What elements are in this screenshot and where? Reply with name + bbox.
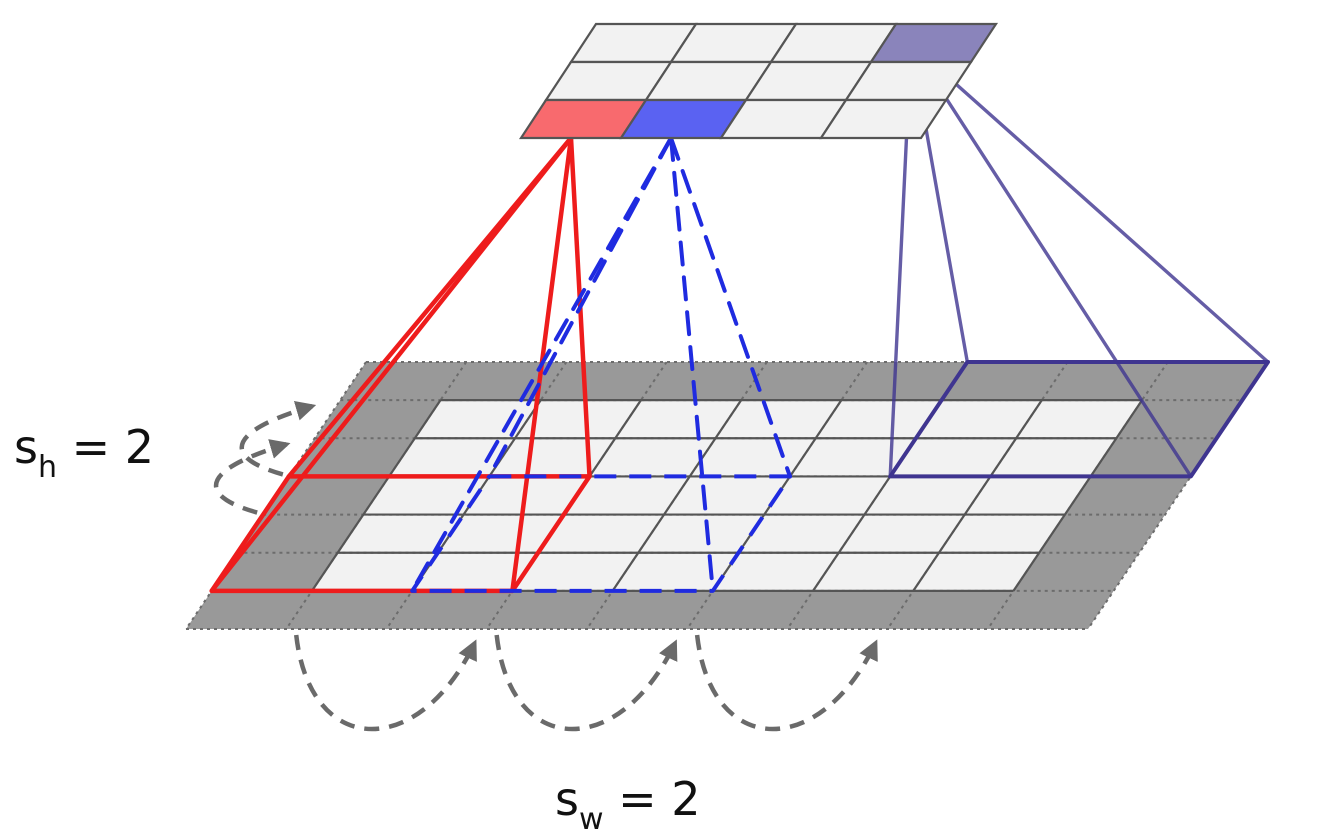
stride-height-arrow (213, 439, 291, 515)
padding-grid-line (1087, 361, 1269, 630)
stride-width-arrow (293, 634, 477, 732)
purple-receptive-field-edge (909, 42, 1270, 364)
red-receptive-field-edge (209, 135, 574, 594)
stride-height-label: sh = 2 (14, 424, 154, 483)
input-grid-line (1012, 399, 1143, 592)
stride-height-subscript: h (37, 450, 57, 485)
input-grid-line (611, 399, 743, 592)
blue-receptive-field-base (410, 474, 792, 593)
blue-receptive-field-edge (410, 136, 673, 593)
input-layer (185, 361, 1269, 630)
blue-receptive-field-edge (487, 136, 673, 479)
purple-receptive-field-edge (909, 42, 1193, 479)
stride-arrows (213, 400, 878, 732)
stride-height-arrow (239, 400, 317, 477)
stride-height-symbol: s (14, 420, 38, 474)
output-cell (818, 98, 949, 140)
output-layer (518, 22, 999, 140)
stride-width-label: sw = 2 (555, 776, 701, 835)
stride-width-subscript: w (578, 802, 604, 837)
stride-height-value: = 2 (71, 420, 155, 474)
stride-width-symbol: s (555, 772, 579, 826)
stride-width-arrow (694, 634, 878, 732)
stride-width-value: = 2 (618, 772, 701, 826)
blue-receptive-field-edge (669, 136, 792, 479)
blue-receptive-field-edge (669, 136, 715, 593)
stride-width-arrow (494, 634, 678, 732)
input-grid-line (311, 399, 442, 592)
input-grid-line (912, 399, 1043, 592)
input-area (311, 400, 1143, 591)
